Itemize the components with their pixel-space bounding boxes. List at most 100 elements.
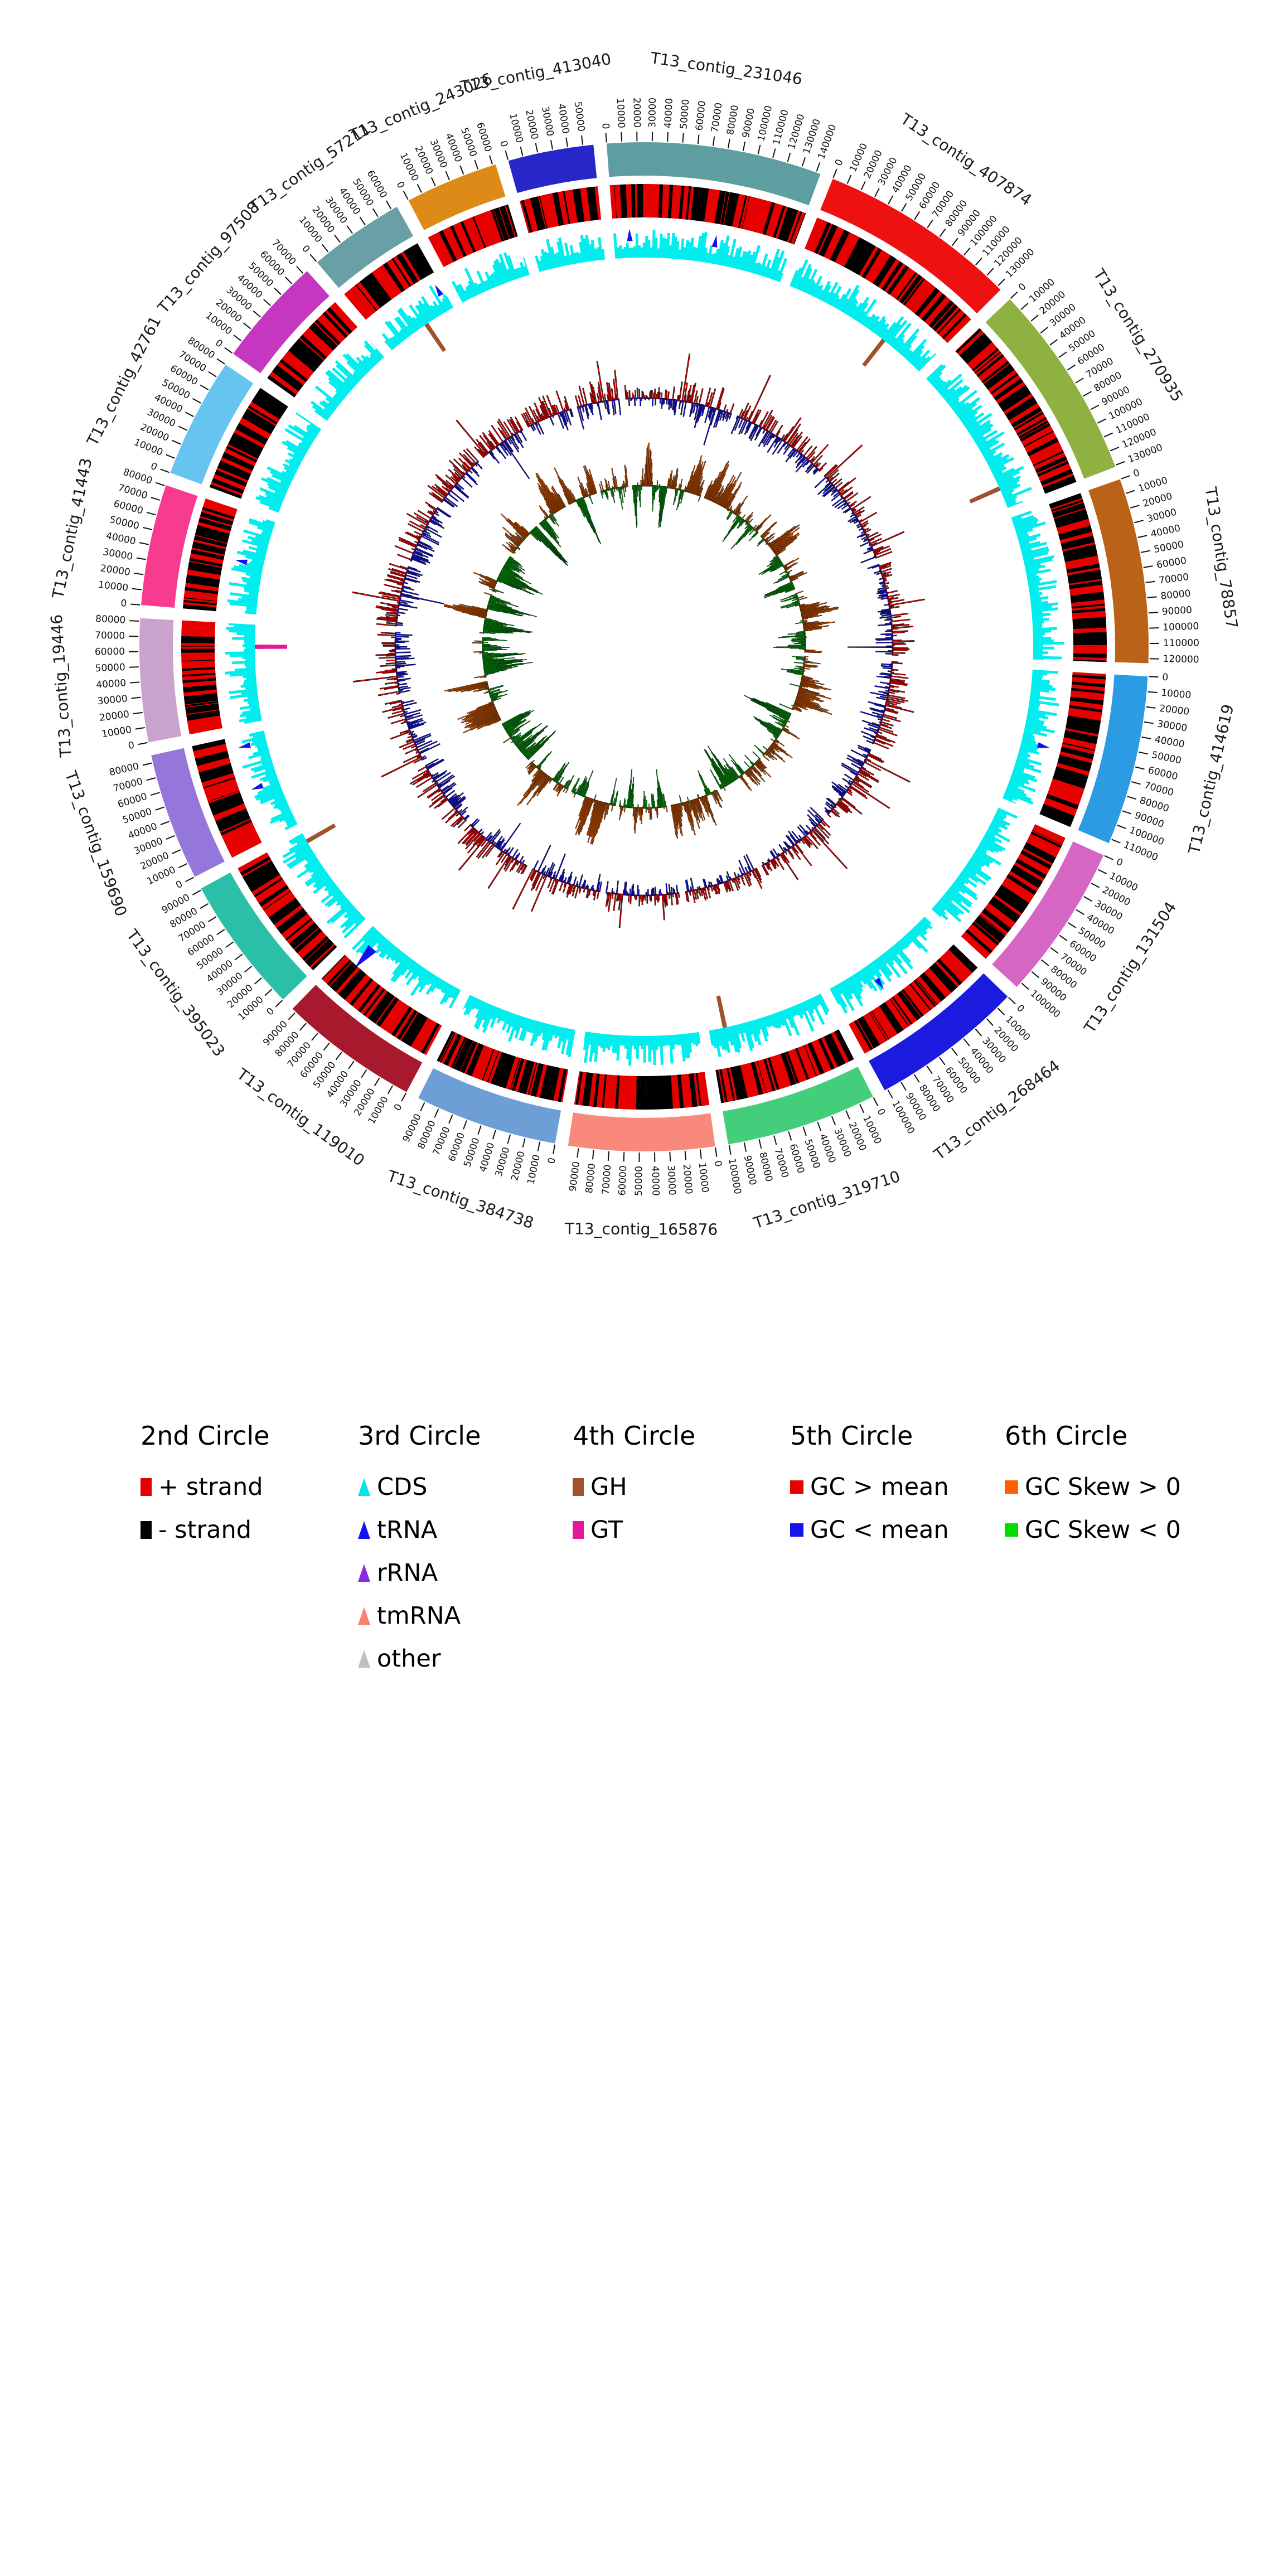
scale-tick-label: 80000 bbox=[584, 1163, 598, 1194]
scale-tick-label: 30000 bbox=[1146, 507, 1178, 525]
scale-tick bbox=[505, 150, 509, 160]
scale-tick bbox=[712, 136, 715, 146]
scale-tick bbox=[178, 425, 187, 431]
scale-tick bbox=[335, 1052, 342, 1061]
scale-tick bbox=[873, 1097, 879, 1106]
scale-tick bbox=[311, 1033, 318, 1041]
legend-item: GC Skew > 0 bbox=[1005, 1465, 1181, 1508]
scale-tick bbox=[1147, 691, 1158, 694]
scale-tick bbox=[233, 335, 242, 342]
legend-item: GH bbox=[573, 1465, 695, 1508]
scale-tick-label: 50000 bbox=[633, 1166, 645, 1196]
trna-mark bbox=[235, 559, 248, 565]
legend-item: GC > mean bbox=[790, 1465, 949, 1508]
scale-tick bbox=[385, 200, 392, 210]
scale-tick bbox=[151, 497, 161, 501]
scale-tick bbox=[403, 191, 409, 200]
contig-arc-T13_contig_319710 bbox=[723, 1067, 873, 1145]
scale-tick bbox=[758, 1139, 762, 1149]
scale-tick bbox=[146, 511, 156, 516]
scale-tick bbox=[860, 181, 866, 191]
scale-tick bbox=[565, 137, 568, 147]
scale-tick bbox=[474, 159, 478, 170]
scale-tick bbox=[1030, 314, 1039, 322]
scale-tick bbox=[288, 1012, 296, 1020]
scale-tick bbox=[773, 1135, 777, 1145]
scale-tick bbox=[216, 358, 225, 365]
scale-tick-label: 0 bbox=[264, 1006, 277, 1018]
scale-tick bbox=[939, 1057, 946, 1066]
scale-tick bbox=[1144, 721, 1154, 724]
circular-genome-plot: 0 10000 20000 30000 40000 50000 60000 70000 8000… bbox=[47, 49, 1241, 1239]
contig-arc-T13_contig_413040 bbox=[508, 144, 597, 193]
scale-tick-label: 0 bbox=[546, 1157, 558, 1165]
legend-item-label: GH bbox=[590, 1473, 627, 1501]
legend-title: 4th Circle bbox=[573, 1421, 696, 1451]
scale-tick bbox=[537, 1141, 541, 1151]
trna-mark bbox=[251, 783, 264, 790]
contig-name-label: T13_contig_78857 bbox=[1201, 485, 1241, 630]
ring-contigs bbox=[139, 142, 1149, 1151]
scale-tick bbox=[134, 573, 144, 575]
scale-tick bbox=[1059, 934, 1068, 941]
legend-title: 5th Circle bbox=[790, 1421, 913, 1451]
legend-item-label: rRNA bbox=[377, 1558, 438, 1587]
trna-mark bbox=[711, 235, 718, 248]
scale-tick-label: 20000 bbox=[509, 1150, 527, 1182]
scale-tick bbox=[743, 1142, 747, 1152]
scale-tick-label: 0 bbox=[875, 1107, 888, 1117]
scale-tick bbox=[1010, 291, 1018, 299]
scale-tick bbox=[284, 277, 293, 284]
scale-tick bbox=[1140, 550, 1150, 553]
scale-tick-label: 0 bbox=[120, 598, 127, 609]
scale-tick bbox=[1135, 766, 1145, 770]
scale-tick bbox=[901, 203, 907, 212]
scale-tick bbox=[927, 220, 933, 229]
scale-tick bbox=[135, 727, 145, 730]
scale-tick bbox=[208, 371, 217, 377]
legend-item-label: tRNA bbox=[377, 1515, 438, 1544]
scale-tick bbox=[185, 877, 195, 883]
scale-tick bbox=[1049, 338, 1058, 346]
scale-tick-label: 0 bbox=[599, 123, 611, 129]
scale-tick-label: 30000 bbox=[1156, 719, 1188, 734]
scale-tick bbox=[434, 1108, 439, 1118]
legend-bar-marker-icon bbox=[573, 1521, 584, 1539]
legend-item: GC Skew < 0 bbox=[1005, 1508, 1181, 1551]
scale-tick bbox=[160, 468, 170, 473]
scale-tick bbox=[553, 1144, 556, 1154]
scale-tick-label: 0 bbox=[1132, 467, 1141, 480]
contig-name-label: T13_contig_165876 bbox=[564, 1219, 718, 1238]
contig-arc-T13_contig_384738 bbox=[418, 1068, 561, 1144]
contig-name-label: T13_contig_41443 bbox=[49, 456, 96, 601]
scale-tick bbox=[621, 132, 623, 142]
scale-tick bbox=[348, 1061, 355, 1069]
trna-mark bbox=[1037, 742, 1050, 748]
scale-tick bbox=[155, 482, 165, 486]
scale-tick bbox=[1097, 418, 1107, 424]
scale-tick-label: 50000 bbox=[572, 101, 587, 132]
scale-tick-label: 30000 bbox=[647, 98, 658, 128]
contig-arc-T13_contig_270935 bbox=[985, 299, 1116, 479]
scale-tick-label: 20000 bbox=[631, 98, 642, 128]
scale-tick bbox=[1121, 475, 1130, 480]
scale-tick bbox=[802, 1126, 807, 1136]
scale-tick-label: 0 bbox=[1014, 1003, 1026, 1015]
legend-item: GC < mean bbox=[790, 1508, 949, 1551]
legend-column-2th-circle: 2nd Circle + strand - strand bbox=[141, 1421, 269, 1551]
scale-tick bbox=[1031, 971, 1039, 979]
scale-tick bbox=[133, 711, 143, 715]
scale-tick-label: 90000 bbox=[567, 1161, 582, 1192]
legend-item-label: other bbox=[377, 1644, 441, 1673]
scale-tick bbox=[1122, 810, 1132, 815]
scale-tick bbox=[1091, 882, 1100, 888]
scale-tick bbox=[888, 195, 894, 205]
scale-tick-label: 40000 bbox=[650, 1166, 661, 1197]
legend-item-label: GC < mean bbox=[810, 1515, 949, 1544]
scale-tick bbox=[263, 299, 272, 307]
scale-tick bbox=[1130, 505, 1140, 509]
scale-tick bbox=[417, 183, 422, 193]
scale-tick bbox=[445, 171, 450, 181]
scale-tick-label: 80000 bbox=[108, 761, 140, 778]
scale-tick bbox=[926, 1066, 933, 1074]
